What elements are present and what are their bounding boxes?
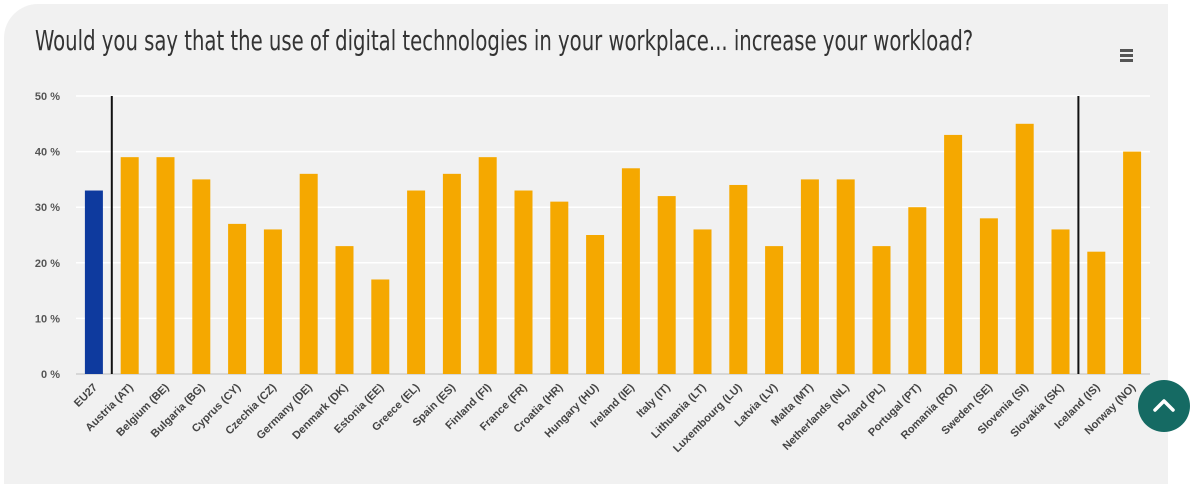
- bar[interactable]: [192, 179, 211, 374]
- bar[interactable]: [657, 196, 676, 374]
- bar[interactable]: [765, 246, 784, 374]
- bar[interactable]: [1051, 229, 1070, 374]
- y-tick-label: 40 %: [35, 147, 60, 159]
- y-tick-label: 20 %: [35, 258, 60, 270]
- bar[interactable]: [621, 168, 640, 374]
- bar[interactable]: [872, 246, 891, 374]
- y-tick-label: 10 %: [35, 313, 60, 325]
- bar[interactable]: [729, 184, 748, 374]
- bar[interactable]: [156, 157, 175, 374]
- bar[interactable]: [263, 229, 282, 374]
- bar[interactable]: [586, 235, 605, 374]
- x-tick-label: Luxembourg (LU): [671, 381, 745, 455]
- scroll-to-top-button[interactable]: [1138, 380, 1190, 432]
- hamburger-menu-icon-bar: [1120, 54, 1133, 57]
- bar[interactable]: [908, 207, 927, 374]
- bar[interactable]: [514, 190, 533, 374]
- chevron-up-icon: [1153, 399, 1175, 412]
- chart-title: Would you say that the use of digital te…: [35, 24, 974, 57]
- bar[interactable]: [120, 157, 139, 374]
- y-tick-label: 30 %: [35, 202, 60, 214]
- bar[interactable]: [84, 190, 103, 374]
- bar[interactable]: [442, 173, 461, 374]
- hamburger-menu-icon-bar: [1120, 59, 1133, 62]
- bar[interactable]: [944, 134, 963, 374]
- bar[interactable]: [478, 157, 497, 374]
- bar[interactable]: [693, 229, 712, 374]
- bar[interactable]: [1123, 151, 1142, 374]
- bar[interactable]: [836, 179, 855, 374]
- bar[interactable]: [1015, 123, 1034, 374]
- bar[interactable]: [407, 190, 426, 374]
- bar[interactable]: [371, 279, 390, 374]
- chart-menu-button[interactable]: [1114, 44, 1140, 68]
- bar[interactable]: [1087, 251, 1106, 374]
- bar[interactable]: [299, 173, 318, 374]
- x-tick-label: Netherlands (NL): [781, 381, 852, 452]
- bar[interactable]: [979, 218, 998, 374]
- y-tick-label: 0 %: [41, 369, 60, 381]
- bar[interactable]: [800, 179, 819, 374]
- bar[interactable]: [228, 223, 247, 374]
- bar[interactable]: [550, 201, 569, 374]
- hamburger-menu-icon: [1120, 49, 1133, 52]
- bar[interactable]: [335, 246, 354, 374]
- x-tick-label: EU27: [72, 382, 100, 410]
- y-tick-label: 50 %: [35, 91, 60, 103]
